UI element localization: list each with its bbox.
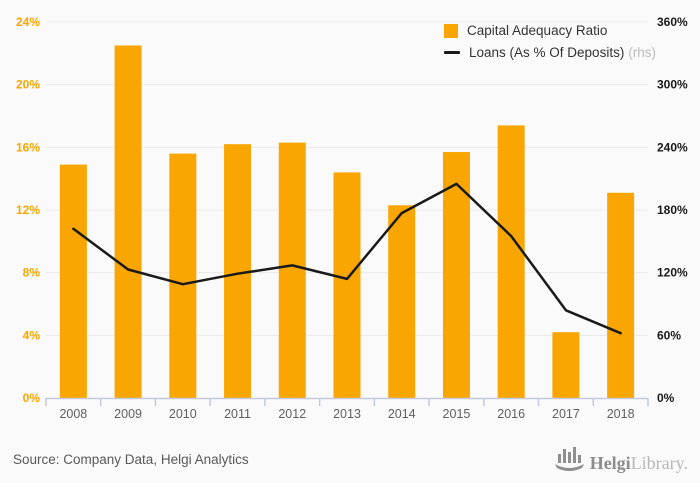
legend-bar-label: Capital Adequacy Ratio — [467, 23, 608, 38]
bar-series-swatch — [444, 23, 458, 38]
left-axis-tick-label: 8% — [23, 266, 41, 280]
bar-2017 — [552, 332, 580, 398]
helgi-library-logo: HelgiLibrary. — [554, 446, 688, 473]
x-axis-label: 2011 — [224, 407, 251, 421]
right-axis-tick-label: 60% — [657, 328, 681, 342]
bar-2016 — [497, 125, 525, 399]
bar-2018 — [607, 192, 635, 398]
bar-2010 — [169, 153, 197, 398]
bar-2013 — [333, 172, 361, 398]
legend-line-suffix: (rhs) — [628, 45, 657, 60]
x-axis-label: 2016 — [497, 407, 525, 421]
left-axis-tick-label: 20% — [16, 78, 40, 92]
x-axis-label: 2010 — [169, 407, 197, 421]
bar-2009 — [114, 45, 142, 398]
x-axis-label: 2017 — [552, 407, 580, 421]
right-axis-tick-label: 360% — [657, 15, 688, 29]
left-axis-tick-label: 0% — [23, 391, 41, 405]
line-series-swatch — [444, 51, 460, 54]
right-axis-tick-label: 240% — [657, 140, 688, 154]
right-axis-tick-label: 300% — [657, 78, 688, 92]
left-axis-tick-label: 24% — [16, 15, 40, 29]
legend-item-bar: Capital Adequacy Ratio — [444, 23, 656, 38]
x-axis-label: 2012 — [278, 407, 306, 421]
right-axis-tick-label: 0% — [657, 391, 675, 405]
left-axis-tick-label: 4% — [23, 328, 41, 342]
x-axis-label: 2009 — [114, 407, 142, 421]
source-note: Source: Company Data, Helgi Analytics — [13, 451, 249, 467]
left-axis-tick-label: 12% — [16, 203, 40, 217]
loans-line — [72, 182, 622, 335]
bar-2012 — [278, 142, 306, 398]
right-axis-tick-label: 180% — [657, 203, 688, 217]
left-axis-tick-label: 16% — [16, 140, 40, 154]
logo-text: HelgiLibrary. — [589, 453, 688, 473]
combo-chart: 0% 4% 8% 12% 16% 20% 24% 0% 60% 120% 180% 240% 300% 3… — [16, 15, 688, 421]
x-axis-label: 2018 — [607, 407, 635, 421]
helgi-logo-icon — [554, 447, 584, 471]
legend: Capital Adequacy Ratio Loans (As % Of De… — [444, 23, 656, 60]
x-axis-label: 2014 — [388, 407, 416, 421]
chart-footer: Source: Company Data, Helgi Analytics He… — [0, 441, 700, 477]
x-axis-label: 2013 — [333, 407, 361, 421]
legend-item-line: Loans (As % Of Deposits) (rhs) — [444, 45, 656, 60]
legend-line-label: Loans (As % Of Deposits) (rhs) — [469, 45, 657, 60]
bar-2014 — [388, 205, 416, 398]
right-axis-tick-label: 120% — [657, 266, 688, 280]
x-axis-label: 2008 — [59, 407, 87, 421]
bar-2008 — [59, 164, 87, 398]
x-axis-label: 2015 — [443, 407, 471, 421]
